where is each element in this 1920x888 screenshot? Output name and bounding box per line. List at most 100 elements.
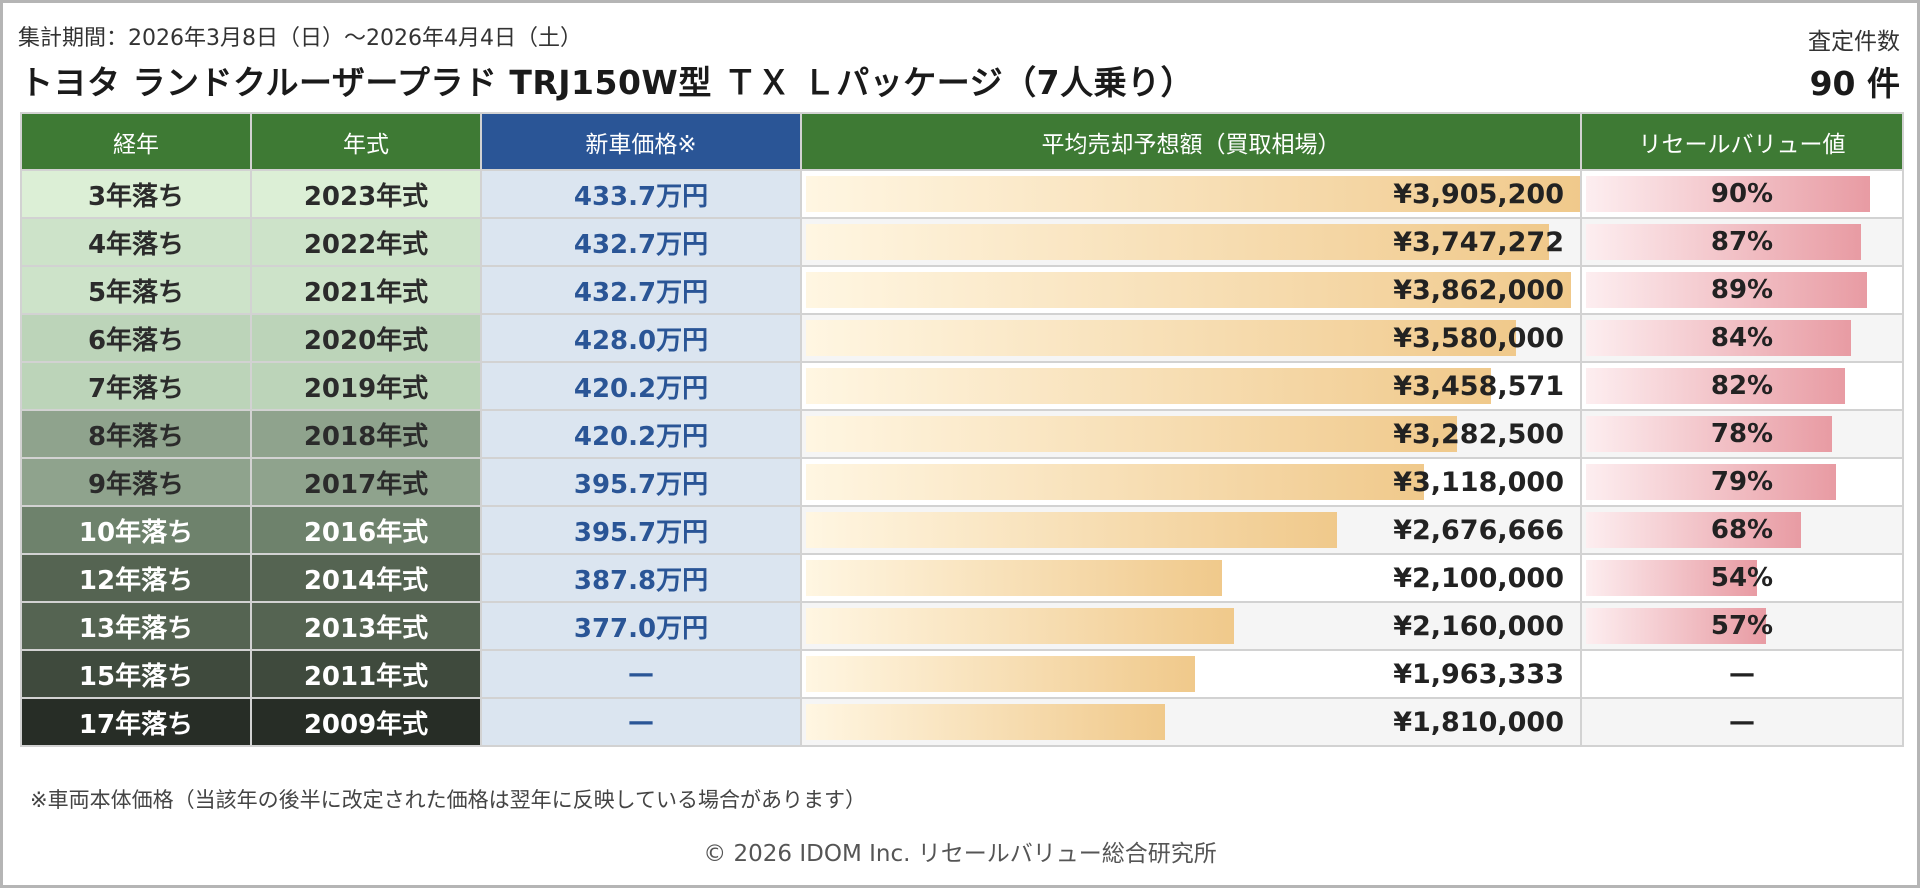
table-row: 5年落ち 2021年式 432.7万円 ¥3,862,000 89% bbox=[20, 265, 1904, 315]
resale-value-text: — bbox=[1729, 659, 1755, 689]
new-car-price-cell: 377.0万円 bbox=[480, 601, 802, 651]
resale-value-text: 54% bbox=[1710, 563, 1774, 593]
resale-value-text: 57% bbox=[1710, 611, 1774, 641]
average-sale-price-value: ¥1,963,333 bbox=[1393, 658, 1564, 690]
average-sale-price-bar bbox=[806, 704, 1165, 740]
average-sale-price-cell: ¥3,747,272 bbox=[800, 217, 1582, 267]
new-car-price-cell: 387.8万円 bbox=[480, 553, 802, 603]
average-sale-price-value: ¥2,160,000 bbox=[1393, 610, 1564, 642]
resale-value-cell: — bbox=[1580, 649, 1904, 699]
new-car-price-cell: 433.7万円 bbox=[480, 169, 802, 219]
new-car-price-cell: 395.7万円 bbox=[480, 505, 802, 555]
average-sale-price-value: ¥3,282,500 bbox=[1393, 418, 1564, 450]
table-row: 7年落ち 2019年式 420.2万円 ¥3,458,571 82% bbox=[20, 361, 1904, 411]
average-sale-price-value: ¥3,862,000 bbox=[1393, 274, 1564, 306]
new-car-price-cell: — bbox=[480, 649, 802, 699]
average-sale-price-cell: ¥2,676,666 bbox=[800, 505, 1582, 555]
aggregation-period: 集計期間：2026年3月8日（日）～2026年4月4日（土） bbox=[18, 26, 582, 51]
average-sale-price-bar bbox=[806, 560, 1223, 596]
age-cell: 8年落ち bbox=[20, 409, 252, 459]
average-sale-price-bar bbox=[806, 224, 1549, 260]
model-year-cell: 2021年式 bbox=[250, 265, 482, 315]
age-cell: 5年落ち bbox=[20, 265, 252, 315]
resale-value-text: 79% bbox=[1710, 467, 1774, 497]
resale-value-text: 89% bbox=[1710, 275, 1774, 305]
resale-value-bar bbox=[1586, 320, 1852, 356]
average-sale-price-cell: ¥3,862,000 bbox=[800, 265, 1582, 315]
column-header-new-car-price: 新車価格※ bbox=[480, 112, 802, 171]
age-cell: 9年落ち bbox=[20, 457, 252, 507]
table-header-row: 経年 年式 新車価格※ 平均売却予想額（買取相場） リセールバリュー値 bbox=[20, 112, 1904, 171]
new-car-price-cell: 432.7万円 bbox=[480, 217, 802, 267]
resale-value-cell: 87% bbox=[1580, 217, 1904, 267]
table-row: 17年落ち 2009年式 — ¥1,810,000— bbox=[20, 697, 1904, 747]
age-cell: 10年落ち bbox=[20, 505, 252, 555]
average-sale-price-bar bbox=[806, 608, 1235, 644]
age-cell: 3年落ち bbox=[20, 169, 252, 219]
average-sale-price-cell: ¥3,282,500 bbox=[800, 409, 1582, 459]
resale-value-text: 90% bbox=[1710, 179, 1774, 209]
model-year-cell: 2019年式 bbox=[250, 361, 482, 411]
resale-value-cell: 82% bbox=[1580, 361, 1904, 411]
resale-value-cell: 79% bbox=[1580, 457, 1904, 507]
model-year-cell: 2009年式 bbox=[250, 697, 482, 747]
age-cell: 7年落ち bbox=[20, 361, 252, 411]
table-row: 3年落ち 2023年式 433.7万円 ¥3,905,200 90% bbox=[20, 169, 1904, 219]
new-car-price-cell: 395.7万円 bbox=[480, 457, 802, 507]
average-sale-price-bar bbox=[806, 656, 1196, 692]
resale-value-cell: 68% bbox=[1580, 505, 1904, 555]
average-sale-price-value: ¥3,118,000 bbox=[1393, 466, 1564, 498]
resale-value-cell: 78% bbox=[1580, 409, 1904, 459]
assessment-count-label: 査定件数 bbox=[1808, 29, 1900, 55]
average-sale-price-bar bbox=[806, 368, 1492, 404]
average-sale-price-cell: ¥2,160,000 bbox=[800, 601, 1582, 651]
resale-value-bar bbox=[1586, 416, 1833, 452]
average-sale-price-bar bbox=[806, 512, 1337, 548]
average-sale-price-cell: ¥3,580,000 bbox=[800, 313, 1582, 363]
average-sale-price-cell: ¥3,905,200 bbox=[800, 169, 1582, 219]
resale-value-bar bbox=[1586, 464, 1836, 500]
average-sale-price-bar bbox=[806, 272, 1572, 308]
resale-value-bar bbox=[1586, 176, 1871, 212]
average-sale-price-value: ¥2,676,666 bbox=[1393, 514, 1564, 546]
average-sale-price-cell: ¥2,100,000 bbox=[800, 553, 1582, 603]
table-row: 4年落ち 2022年式 432.7万円 ¥3,747,272 87% bbox=[20, 217, 1904, 267]
resale-value-text: — bbox=[1729, 707, 1755, 737]
footnote: ※車両本体価格（当該年の後半に改定された価格は翌年に反映している場合があります） bbox=[30, 788, 866, 812]
model-year-cell: 2011年式 bbox=[250, 649, 482, 699]
resale-value-text: 84% bbox=[1710, 323, 1774, 353]
resale-value-cell: 89% bbox=[1580, 265, 1904, 315]
new-car-price-cell: 432.7万円 bbox=[480, 265, 802, 315]
model-year-cell: 2022年式 bbox=[250, 217, 482, 267]
new-car-price-cell: — bbox=[480, 697, 802, 747]
table-row: 6年落ち 2020年式 428.0万円 ¥3,580,000 84% bbox=[20, 313, 1904, 363]
table-row: 9年落ち 2017年式 395.7万円 ¥3,118,000 79% bbox=[20, 457, 1904, 507]
resale-value-text: 78% bbox=[1710, 419, 1774, 449]
model-year-cell: 2018年式 bbox=[250, 409, 482, 459]
resale-value-bar bbox=[1586, 272, 1868, 308]
table-row: 10年落ち 2016年式 395.7万円 ¥2,676,666 68% bbox=[20, 505, 1904, 555]
new-car-price-cell: 428.0万円 bbox=[480, 313, 802, 363]
resale-value-text: 87% bbox=[1710, 227, 1774, 257]
model-year-cell: 2014年式 bbox=[250, 553, 482, 603]
copyright: © 2026 IDOM Inc. リセールバリュー総合研究所 bbox=[703, 841, 1217, 867]
assessment-count-value: 90 件 bbox=[1809, 64, 1900, 103]
age-cell: 17年落ち bbox=[20, 697, 252, 747]
age-cell: 6年落ち bbox=[20, 313, 252, 363]
resale-value-cell: — bbox=[1580, 697, 1904, 747]
column-header-model-year: 年式 bbox=[250, 112, 482, 171]
average-sale-price-value: ¥2,100,000 bbox=[1393, 562, 1564, 594]
resale-value-cell: 54% bbox=[1580, 553, 1904, 603]
age-cell: 4年落ち bbox=[20, 217, 252, 267]
model-year-cell: 2016年式 bbox=[250, 505, 482, 555]
average-sale-price-value: ¥3,458,571 bbox=[1393, 370, 1564, 402]
resale-value-cell: 90% bbox=[1580, 169, 1904, 219]
resale-value-bar bbox=[1586, 512, 1801, 548]
age-cell: 15年落ち bbox=[20, 649, 252, 699]
resale-value-bar bbox=[1586, 560, 1757, 596]
model-year-cell: 2017年式 bbox=[250, 457, 482, 507]
average-sale-price-bar bbox=[806, 464, 1424, 500]
column-header-age: 経年 bbox=[20, 112, 252, 171]
resale-value-bar bbox=[1586, 608, 1767, 644]
new-car-price-cell: 420.2万円 bbox=[480, 361, 802, 411]
